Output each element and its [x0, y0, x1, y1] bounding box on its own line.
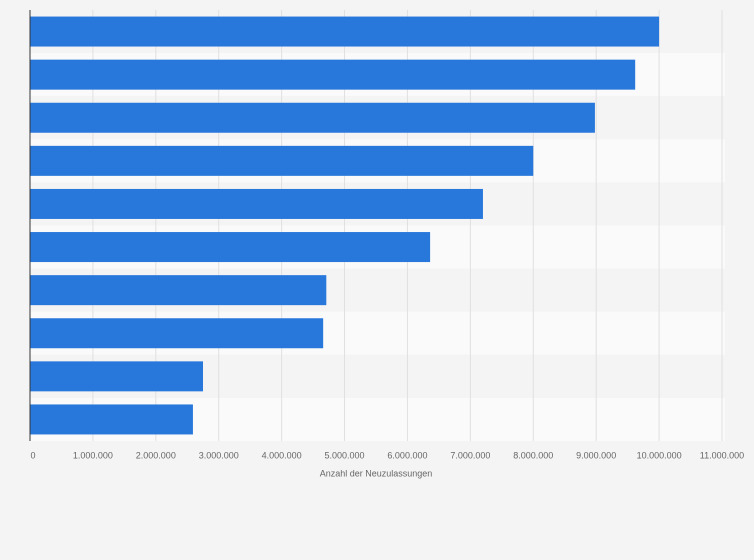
- x-tick-label: 7.000.000: [450, 450, 490, 460]
- x-tick-label: 6.000.000: [387, 450, 427, 460]
- bar: [30, 188, 483, 219]
- bar: [30, 361, 203, 392]
- x-tick-label: 9.000.000: [576, 450, 616, 460]
- bar: [30, 16, 660, 47]
- x-tick-label: 1.000.000: [73, 450, 113, 460]
- bar: [30, 404, 193, 435]
- bar: [30, 318, 324, 349]
- x-tick-label: 11.000.000: [700, 450, 744, 460]
- x-tick-label: 4.000.000: [262, 450, 302, 460]
- bar: [30, 102, 595, 133]
- x-tick-label: 10.000.000: [637, 450, 682, 460]
- bar: [30, 145, 534, 176]
- x-tick-label: 0: [30, 450, 35, 460]
- x-axis-label: Anzahl der Neuzulassungen: [320, 468, 433, 478]
- x-tick-label: 3.000.000: [199, 450, 239, 460]
- bar: [30, 275, 327, 306]
- bar: [30, 232, 431, 263]
- bar: [30, 59, 636, 90]
- x-tick-label: 8.000.000: [513, 450, 553, 460]
- x-tick-label: 2.000.000: [136, 450, 176, 460]
- x-tick-label: 5.000.000: [325, 450, 365, 460]
